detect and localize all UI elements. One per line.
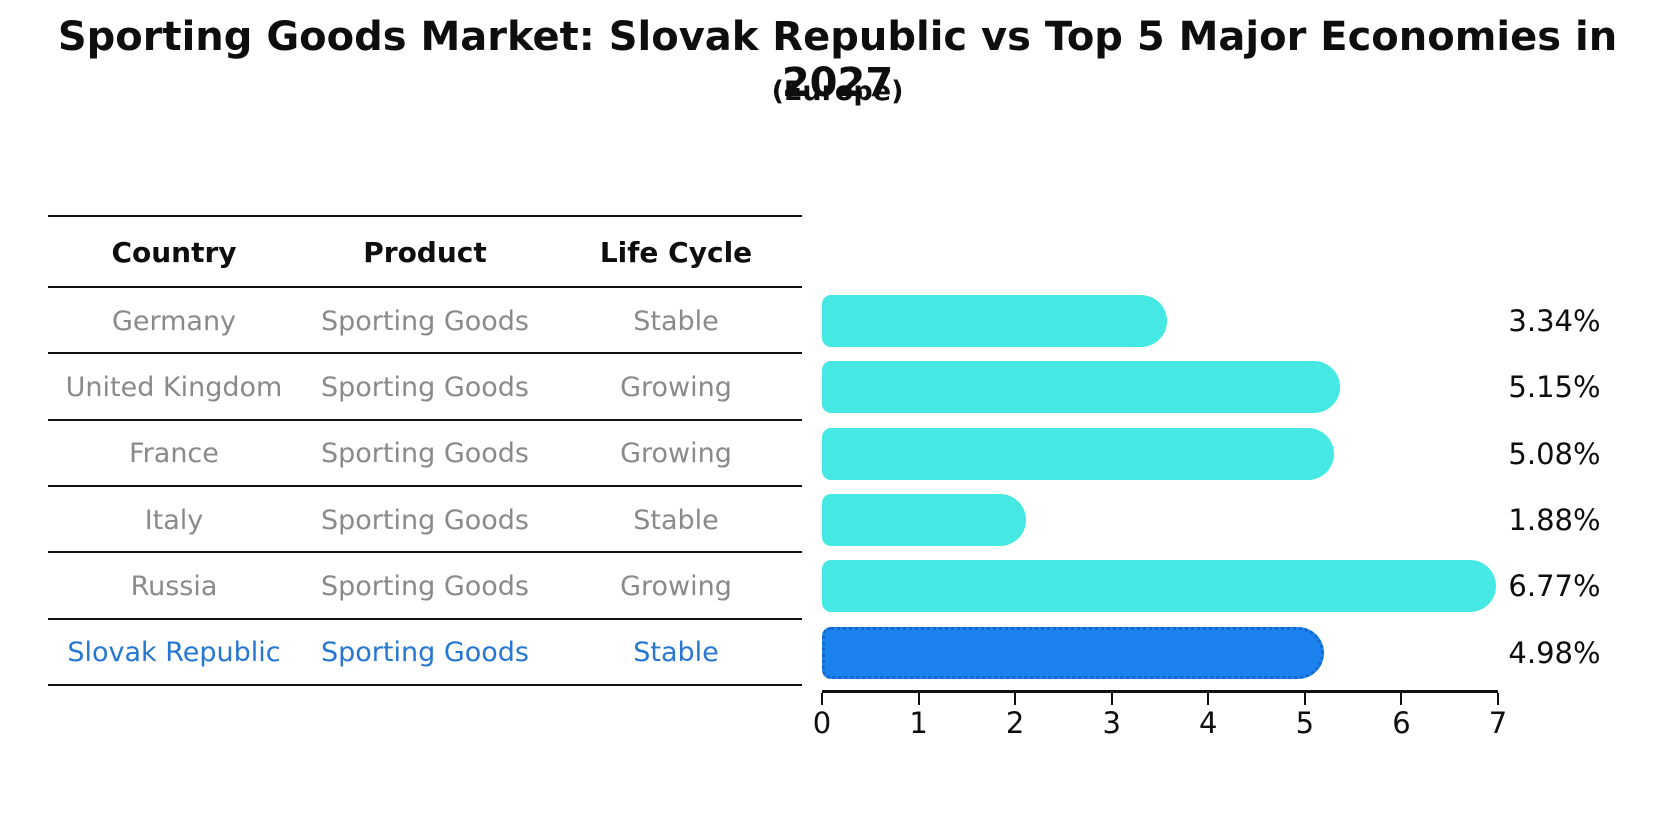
bar-value-label-slovak-republic: 4.98% (1508, 635, 1601, 670)
table-row-rule (48, 418, 802, 421)
x-axis-tick-label: 6 (1392, 706, 1411, 740)
x-axis-tick (1110, 693, 1113, 705)
table-row-rule (48, 617, 802, 620)
table-header-rule (48, 286, 802, 288)
table-row-rule (48, 683, 802, 686)
table-row-rule (48, 484, 802, 487)
bar-slovak-republic (822, 626, 1325, 679)
x-axis-tick (1303, 693, 1306, 705)
country-cell: United Kingdom (65, 371, 283, 403)
x-axis-tick (1207, 693, 1210, 705)
table-row-rule (48, 352, 802, 355)
bar-italy (822, 493, 1027, 546)
bar-value-label-germany: 3.34% (1508, 304, 1601, 339)
life-cycle-cell: Growing (620, 438, 732, 470)
table-row-russia: Russia Sporting Goods Growing (48, 553, 802, 619)
table-row-germany: Germany Sporting Goods Stable (48, 288, 802, 354)
table-top-rule (48, 215, 802, 217)
product-cell: Sporting Goods (321, 504, 529, 536)
x-axis-line (822, 690, 1498, 693)
product-cell: Sporting Goods (321, 438, 529, 470)
x-axis-tick (1014, 693, 1017, 705)
life-cycle-cell: Growing (620, 570, 732, 602)
country-cell: France (129, 438, 219, 470)
life-cycle-cell: Stable (633, 504, 719, 536)
bar-united-kingdom (822, 361, 1341, 414)
x-axis-tick-label: 0 (812, 706, 832, 740)
x-axis-tick (917, 693, 920, 705)
product-cell: Sporting Goods (321, 570, 529, 602)
table-header-life-cycle: Life Cycle (599, 236, 753, 269)
x-axis-tick-label: 7 (1488, 706, 1508, 740)
country-cell: Italy (144, 504, 204, 536)
bar-value-label-united-kingdom: 5.15% (1508, 370, 1601, 405)
table-header-row: Country Product Life Cycle (48, 217, 802, 288)
table-header-product: Product (363, 236, 487, 269)
x-axis-tick (821, 693, 823, 705)
table-row-france: France Sporting Goods Growing (48, 421, 802, 487)
x-axis-tick-label: 2 (1005, 706, 1025, 740)
life-cycle-cell: Stable (633, 305, 719, 337)
x-axis-tick (1497, 693, 1499, 705)
country-cell: Germany (111, 305, 237, 337)
life-cycle-cell: Stable (633, 637, 719, 669)
product-cell: Sporting Goods (321, 305, 529, 337)
bar-plot-area (822, 288, 1498, 690)
x-axis-tick-label: 5 (1295, 706, 1315, 740)
table-row-united-kingdom: United Kingdom Sporting Goods Growing (48, 354, 802, 420)
bar-russia (822, 560, 1496, 613)
x-axis-tick-label: 4 (1199, 706, 1218, 740)
table-header-country: Country (111, 236, 237, 269)
table-row-rule (48, 551, 802, 554)
product-cell: Sporting Goods (321, 371, 529, 403)
bar-value-label-france: 5.08% (1508, 436, 1601, 471)
x-axis-tick-label: 1 (909, 706, 928, 740)
country-cell: Slovak Republic (67, 637, 281, 669)
bar-value-label-italy: 1.88% (1508, 503, 1601, 538)
x-axis-tick (1400, 693, 1403, 705)
table-row-italy: Italy Sporting Goods Stable (48, 487, 802, 553)
chart-title: Sporting Goods Market: Slovak Republic v… (57, 14, 1618, 106)
country-cell: Russia (130, 570, 218, 602)
table-row-slovak-republic: Slovak Republic Sporting Goods Stable (48, 620, 802, 686)
chart-subtitle: (Europe) (771, 76, 904, 107)
life-cycle-cell: Growing (620, 371, 732, 403)
bar-france (822, 427, 1334, 480)
bar-germany (822, 295, 1167, 347)
bar-value-label-russia: 6.77% (1508, 569, 1601, 604)
x-axis-tick-label: 3 (1102, 706, 1121, 740)
product-cell: Sporting Goods (321, 637, 529, 669)
